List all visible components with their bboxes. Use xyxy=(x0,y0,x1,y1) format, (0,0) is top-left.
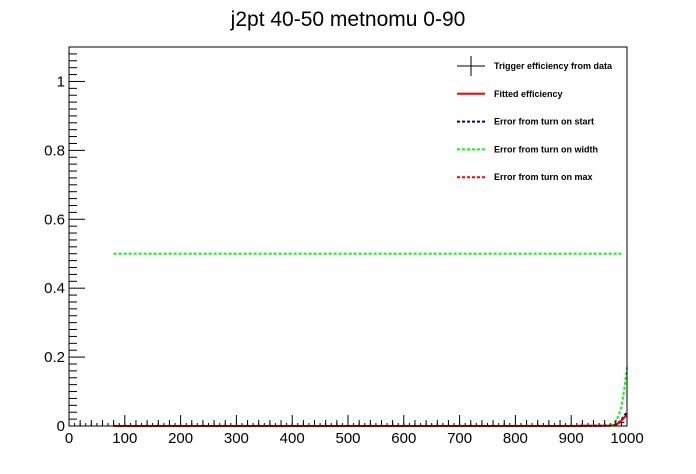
y-tick-label: 0 xyxy=(57,418,65,435)
legend-error-from-turn-on-width-label: Error from turn on width xyxy=(494,144,598,154)
legend-trigger-efficiency-from-data-label: Trigger efficiency from data xyxy=(494,61,613,71)
legend-error-from-turn-on-start-label: Error from turn on start xyxy=(494,117,594,127)
x-tick-label: 700 xyxy=(447,430,472,447)
x-tick-label: 800 xyxy=(503,430,528,447)
legend-error-from-turn-on-max-label: Error from turn on max xyxy=(494,172,593,182)
y-tick-label: 0.6 xyxy=(44,211,65,228)
x-tick-label: 1000 xyxy=(610,430,643,447)
x-tick-label: 200 xyxy=(168,430,193,447)
x-tick-label: 300 xyxy=(224,430,249,447)
chart-title: j2pt 40-50 metnomu 0-90 xyxy=(230,8,466,31)
series-error-from-turn-on-width-rise-line xyxy=(609,367,628,427)
y-tick-label: 0.2 xyxy=(44,349,65,366)
legend: Trigger efficiency from data Fitted effic… xyxy=(457,56,613,182)
plot-area xyxy=(71,252,628,427)
y-tick-label: 0.8 xyxy=(44,142,65,159)
legend-fitted-efficiency-label: Fitted efficiency xyxy=(494,89,563,99)
x-tick-label: 100 xyxy=(112,430,137,447)
x-tick-label: 0 xyxy=(65,430,73,447)
axes: 0 100 200 300 400 500 600 700 800 900 1000 0 0.2 0.4 0… xyxy=(44,46,644,447)
x-tick-label: 900 xyxy=(559,430,584,447)
y-tick-label: 1 xyxy=(57,73,65,90)
x-tick-label: 600 xyxy=(391,430,416,447)
y-tick-label: 0.4 xyxy=(44,280,65,297)
x-tick-label: 500 xyxy=(335,430,360,447)
x-tick-label: 400 xyxy=(280,430,305,447)
plot-frame xyxy=(68,46,628,427)
